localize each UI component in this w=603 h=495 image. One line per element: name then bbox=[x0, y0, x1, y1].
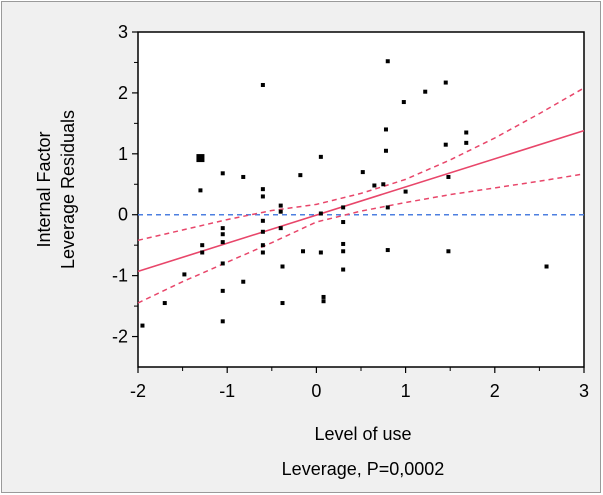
data-point bbox=[182, 272, 187, 277]
data-point bbox=[260, 250, 265, 255]
data-point bbox=[278, 203, 283, 208]
data-point bbox=[385, 205, 390, 210]
data-point bbox=[220, 240, 225, 245]
data-point bbox=[318, 211, 323, 216]
data-point bbox=[318, 250, 323, 255]
data-point bbox=[200, 250, 205, 255]
data-point bbox=[383, 127, 388, 132]
y-axis-label-line-1: Internal Factor bbox=[34, 131, 54, 247]
data-point bbox=[198, 188, 203, 193]
x-tick-label: -1 bbox=[219, 381, 235, 401]
data-point bbox=[443, 80, 448, 85]
x-tick-label: 1 bbox=[401, 381, 411, 401]
y-tick-label: 1 bbox=[118, 144, 128, 164]
leverage-p-value-label: Leverage, P=0,0002 bbox=[282, 459, 445, 479]
data-point bbox=[220, 171, 225, 176]
data-point bbox=[423, 89, 428, 94]
data-point bbox=[220, 232, 225, 237]
data-point bbox=[383, 148, 388, 153]
data-point bbox=[446, 249, 451, 254]
fit-line-layer bbox=[137, 87, 585, 304]
data-point bbox=[341, 241, 346, 246]
data-point bbox=[318, 154, 323, 159]
axis-ticks: -2 -1 0 1 2 3 3 2 1 0 -1 -2 bbox=[112, 22, 589, 401]
y-tick-label: -2 bbox=[112, 327, 128, 347]
data-point bbox=[220, 288, 225, 293]
confidence-curve-upper bbox=[137, 87, 585, 242]
y-axis-label-line-2: Leverage Residuals bbox=[58, 110, 78, 269]
data-point bbox=[260, 194, 265, 199]
y-tick-label: 2 bbox=[118, 83, 128, 103]
x-tick-label: 2 bbox=[490, 381, 500, 401]
data-point bbox=[278, 209, 283, 214]
data-point bbox=[200, 243, 205, 248]
data-point bbox=[280, 264, 285, 269]
data-point bbox=[341, 267, 346, 272]
y-tick-label: 3 bbox=[118, 22, 128, 42]
data-point bbox=[280, 301, 285, 306]
data-point bbox=[385, 248, 390, 253]
data-point bbox=[196, 154, 205, 163]
data-point bbox=[401, 100, 406, 105]
data-point bbox=[341, 205, 346, 210]
data-point bbox=[220, 261, 225, 266]
data-point bbox=[372, 183, 377, 188]
data-point bbox=[464, 130, 469, 135]
data-point bbox=[220, 226, 225, 231]
data-point bbox=[220, 319, 225, 324]
data-points bbox=[140, 59, 549, 328]
confidence-curve-lower bbox=[137, 173, 585, 304]
y-tick-label: -1 bbox=[112, 266, 128, 286]
data-point bbox=[298, 173, 303, 178]
x-axis-label: Level of use bbox=[314, 424, 411, 444]
regression-fit-line bbox=[137, 129, 585, 273]
data-point bbox=[260, 243, 265, 248]
data-point bbox=[321, 294, 326, 299]
data-point bbox=[241, 174, 246, 179]
data-point bbox=[403, 189, 408, 194]
data-point bbox=[443, 142, 448, 147]
data-point bbox=[260, 229, 265, 234]
data-point bbox=[385, 59, 390, 64]
data-point bbox=[162, 301, 167, 306]
y-tick-label: 0 bbox=[118, 205, 128, 225]
data-point bbox=[464, 140, 469, 145]
data-point bbox=[301, 249, 306, 254]
plot-frame bbox=[137, 31, 585, 368]
data-point bbox=[341, 220, 346, 225]
data-point bbox=[140, 323, 145, 328]
data-point bbox=[241, 279, 246, 284]
data-point bbox=[446, 174, 451, 179]
x-tick-label: -2 bbox=[130, 381, 146, 401]
data-point bbox=[278, 226, 283, 231]
data-point bbox=[341, 249, 346, 254]
data-point bbox=[260, 218, 265, 223]
data-point bbox=[381, 182, 386, 187]
data-point bbox=[544, 264, 549, 269]
data-point bbox=[260, 82, 265, 87]
data-point bbox=[360, 170, 365, 175]
x-tick-label: 3 bbox=[579, 381, 589, 401]
data-point bbox=[321, 299, 326, 304]
x-tick-label: 0 bbox=[311, 381, 321, 401]
data-point bbox=[260, 187, 265, 192]
